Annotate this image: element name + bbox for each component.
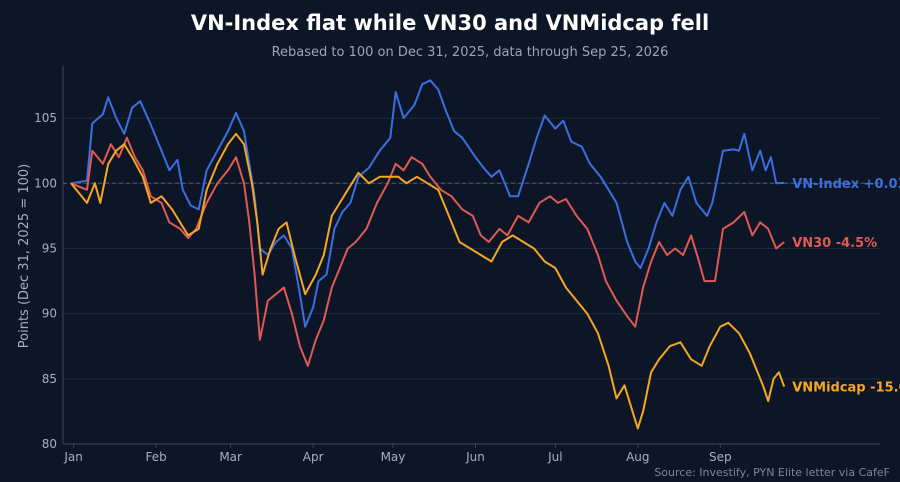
- series-lines: [70, 79, 786, 430]
- series-end-labels: VN-Index +0.03% VN30 -4.5% VNMidcap -15.6%: [792, 177, 900, 396]
- y-tick-label: 95: [42, 241, 57, 255]
- x-tick-label: Jun: [465, 450, 485, 464]
- gridlines: [63, 117, 880, 445]
- y-tick-label: 90: [42, 307, 57, 321]
- source-note: Source: Investify, PYN Elite letter via …: [654, 466, 890, 479]
- x-tick-label: May: [381, 450, 406, 464]
- series-label-0: VN-Index +0.03%: [792, 177, 900, 192]
- x-tick-label: Apr: [303, 450, 324, 464]
- y-tick-labels: 80 85 90 95 100 105: [34, 111, 57, 451]
- chart-title: VN-Index flat while VN30 and VNMidcap fe…: [191, 11, 709, 35]
- series-line-2: [70, 132, 786, 430]
- series-line-0: [70, 79, 785, 328]
- axes: [62, 66, 880, 445]
- y-tick-label: 105: [34, 111, 57, 125]
- chart-subtitle: Rebased to 100 on Dec 31, 2025, data thr…: [272, 45, 669, 60]
- x-tick-label: Aug: [626, 450, 649, 464]
- x-tick-label: Feb: [146, 450, 167, 464]
- x-tick-label: Mar: [219, 450, 242, 464]
- y-tick-label: 100: [34, 176, 57, 190]
- x-tick-label: Jul: [547, 450, 562, 464]
- x-tick-label: Sep: [709, 450, 732, 464]
- y-axis-label: Points (Dec 31, 2025 = 100): [17, 164, 32, 348]
- x-tick-labels: Jan Feb Mar Apr May Jun Jul Aug Sep: [63, 444, 732, 464]
- x-tick-label: Jan: [63, 450, 83, 464]
- y-tick-label: 80: [42, 437, 57, 451]
- series-label-2: VNMidcap -15.6%: [792, 381, 900, 396]
- y-tick-label: 85: [42, 372, 57, 386]
- series-label-1: VN30 -4.5%: [792, 236, 877, 251]
- series-line-1: [70, 136, 785, 367]
